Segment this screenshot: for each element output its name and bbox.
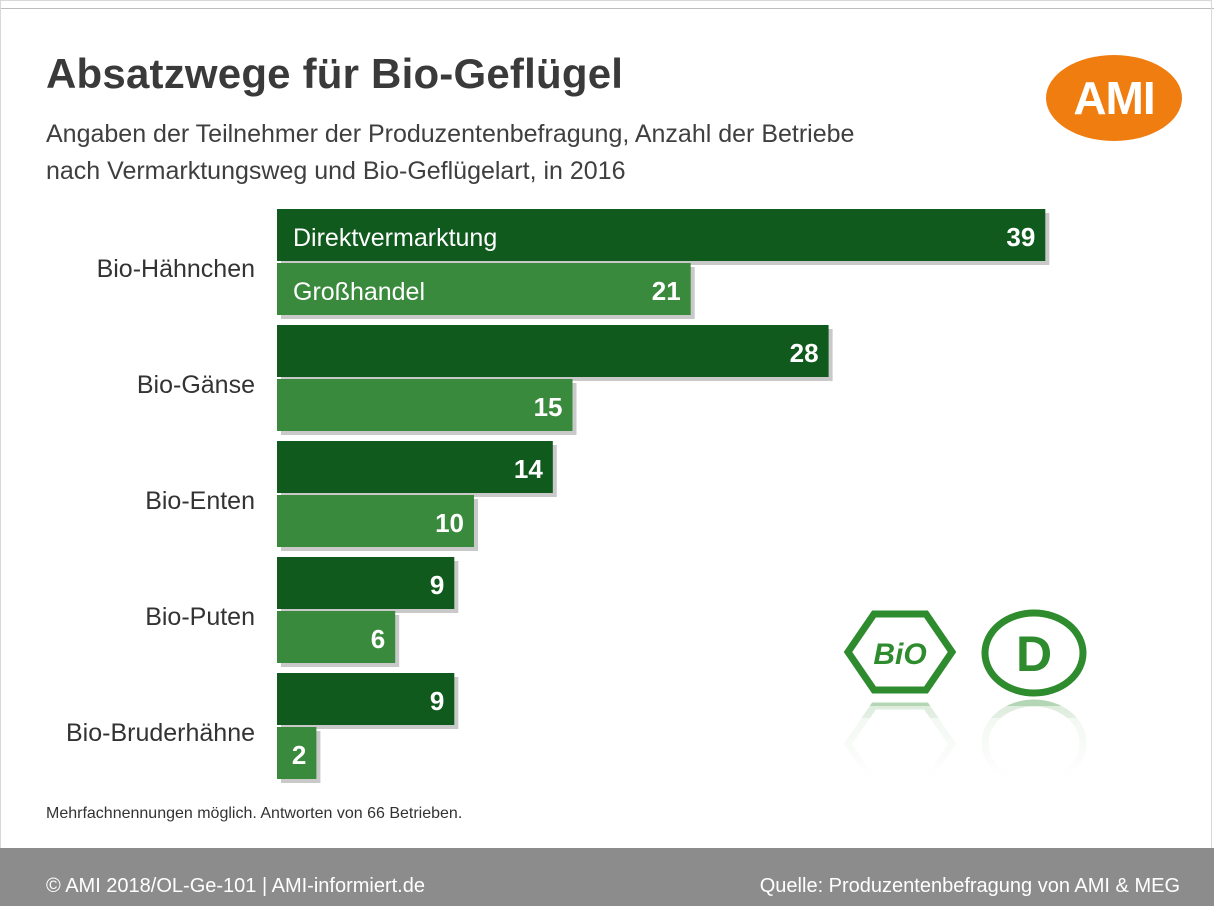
- data-label: 14: [514, 454, 543, 484]
- footer-source: Quelle: Produzentenbefragung von AMI & M…: [759, 875, 1180, 897]
- data-label: 9: [430, 686, 444, 716]
- reflection-mask: [838, 718, 1098, 778]
- bar: [277, 379, 573, 431]
- bar: [277, 611, 396, 663]
- category-label: Bio-Enten: [145, 487, 255, 515]
- bar: [277, 673, 455, 725]
- d-seal: D: [981, 609, 1087, 697]
- bar: [277, 209, 1046, 261]
- d-seal-text: D: [1016, 626, 1052, 682]
- seals-group: BiO D: [838, 609, 1098, 778]
- bar: [277, 325, 829, 377]
- data-label: 6: [371, 624, 385, 654]
- category-label: Bio-Bruderhähne: [66, 719, 255, 747]
- bar-chart: Bio-Hähnchen 39 Direktvermarktung 21 Großhan…: [66, 209, 1050, 783]
- bio-seal-text: BiO: [873, 638, 926, 671]
- category-label: Bio-Hähnchen: [97, 255, 255, 283]
- data-label: 39: [1006, 222, 1035, 252]
- bar: [277, 557, 455, 609]
- bar: [277, 441, 553, 493]
- top-strip: [0, 0, 1214, 9]
- bar: [277, 263, 691, 315]
- footnote: Mehrfachnennungen möglich. Antworten von…: [46, 805, 463, 822]
- subtitle-line-2: nach Vermarktungsweg und Bio-Geflügelart…: [46, 157, 626, 185]
- data-label: 21: [652, 276, 681, 306]
- chart-title: Absatzwege für Bio-Geflügel: [46, 50, 624, 97]
- legend-label: Großhandel: [293, 278, 425, 306]
- subtitle-line-1: Angaben der Teilnehmer der Produzentenbe…: [46, 120, 855, 148]
- footer-bar: © AMI 2018/OL-Ge-101 | AMI-informiert.de…: [0, 848, 1214, 906]
- d-seal-ellipse: [981, 609, 1087, 697]
- bio-seal: BiO: [843, 610, 957, 694]
- bar: [277, 727, 317, 779]
- data-label: 10: [435, 508, 464, 538]
- data-label: 15: [534, 392, 563, 422]
- data-label: 28: [790, 338, 819, 368]
- ami-logo-text: AMI: [1073, 72, 1155, 124]
- chart-subtitle: Angaben der Teilnehmer der Produzentenbe…: [46, 116, 1046, 190]
- bio-seal-hexagon: [843, 610, 957, 694]
- legend-label: Direktvermarktung: [293, 224, 497, 252]
- bar: [277, 495, 474, 547]
- category-label: Bio-Puten: [145, 603, 255, 631]
- ami-logo: AMI: [1046, 55, 1182, 141]
- footer-copyright: © AMI 2018/OL-Ge-101 | AMI-informiert.de: [46, 875, 425, 897]
- category-label: Bio-Gänse: [137, 371, 255, 399]
- data-label: 2: [292, 740, 306, 770]
- data-label: 9: [430, 570, 444, 600]
